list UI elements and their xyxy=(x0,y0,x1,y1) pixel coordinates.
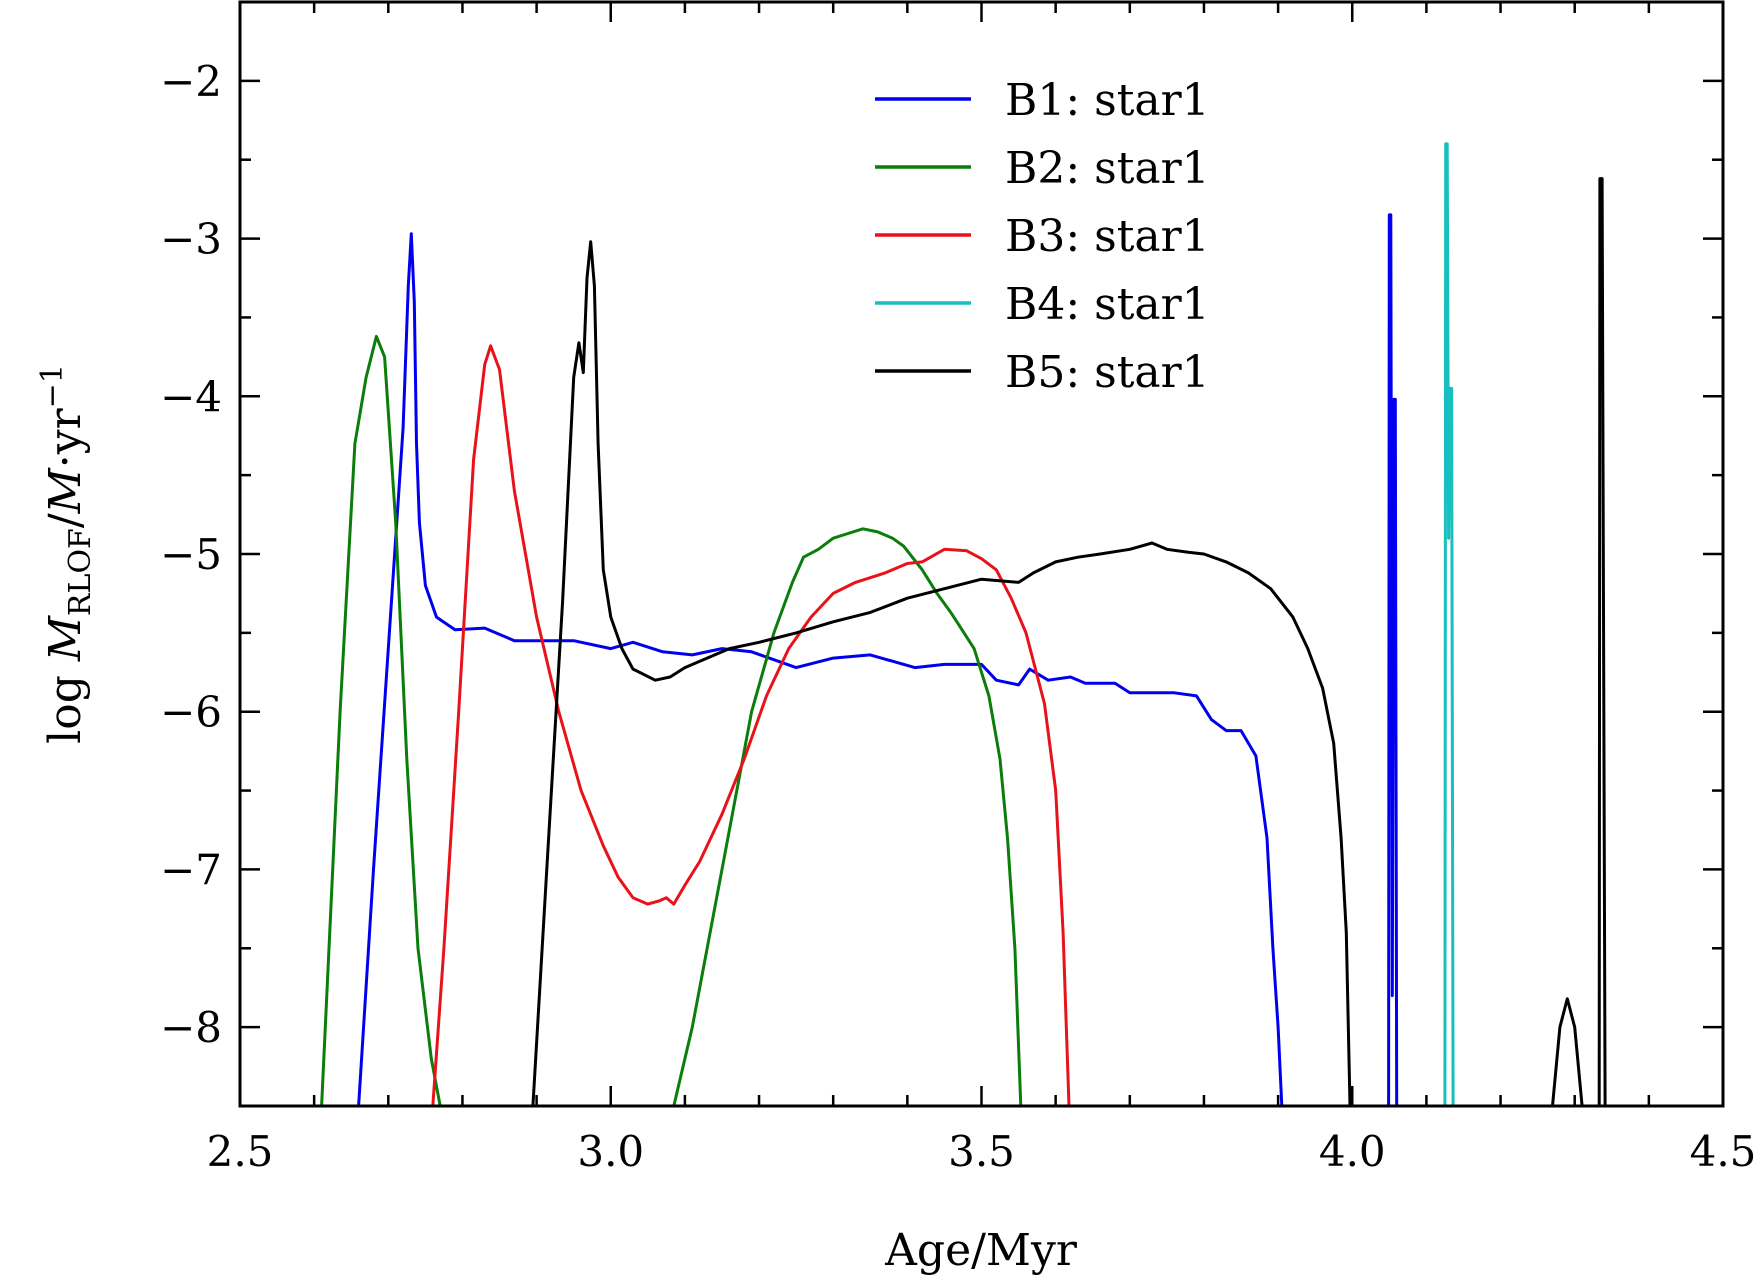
legend-label-b4-star1: B4: star1 xyxy=(1005,279,1210,330)
y-tick-label: −2 xyxy=(160,57,222,106)
x-tick-label: 2.5 xyxy=(207,1127,274,1176)
series-line-1-b1-star1-secondary-spike xyxy=(1387,213,1399,1106)
y-tick-label: −5 xyxy=(160,530,222,579)
y-tick-label: −6 xyxy=(160,688,222,737)
legend-label-b2-star1: B2: star1 xyxy=(1005,143,1210,194)
series-line-2-b2-star1 xyxy=(320,334,442,1106)
x-tick-label: 4.0 xyxy=(1319,1127,1386,1176)
legend-label-b5-star1: B5: star1 xyxy=(1005,347,1210,398)
x-tick-label: 4.5 xyxy=(1690,1127,1757,1176)
x-tick-label: 3.0 xyxy=(577,1127,644,1176)
y-tick-labels: −8 −7 −6 −5 −4 −3 −2 xyxy=(160,57,222,1052)
series-line-3-b2-star1-main xyxy=(672,527,1023,1106)
series-line-4-b3-star1 xyxy=(431,344,1071,1106)
y-axis-superscript: −1 xyxy=(35,364,70,408)
y-axis-title: logMRLOF/M·yr−1 xyxy=(35,364,98,744)
y-axis-unit-symbol: M xyxy=(40,467,91,514)
plot-frame xyxy=(238,0,1725,1108)
y-axis-unit-rest: ·yr xyxy=(40,407,91,468)
series-line-7-b5-star1-small-bump xyxy=(1551,997,1584,1106)
y-tick-label: −8 xyxy=(160,1003,222,1052)
x-axis-title: Age/Myr xyxy=(884,1225,1078,1276)
legend-label-b3-star1: B3: star1 xyxy=(1005,211,1210,262)
series-line-5-b4-star1 xyxy=(1443,142,1455,1106)
y-axis-subscript: RLOF xyxy=(63,528,98,616)
x-tick-labels: 2.5 3.0 3.5 4.0 4.5 xyxy=(207,1127,1757,1176)
y-tick-label: −3 xyxy=(160,215,222,264)
series-line-8-b5-star1-spike xyxy=(1597,177,1607,1106)
y-axis-slash: / xyxy=(40,513,91,528)
series-line-0-b1-star1 xyxy=(357,232,1284,1106)
ticks-layer xyxy=(238,0,1725,1108)
y-axis-symbol: M xyxy=(40,615,91,662)
y-axis-log: log xyxy=(40,675,91,744)
y-tick-label: −4 xyxy=(160,372,222,421)
y-tick-label: −7 xyxy=(160,845,222,894)
series-line-6-b5-star1 xyxy=(531,240,1352,1106)
legend-label-b1-star1: B1: star1 xyxy=(1005,75,1210,126)
legend: B1: star1 B2: star1 B3: star1 B4: star1 B5: … xyxy=(875,75,1210,398)
series-layer xyxy=(320,142,1607,1106)
x-tick-label: 3.5 xyxy=(948,1127,1015,1176)
